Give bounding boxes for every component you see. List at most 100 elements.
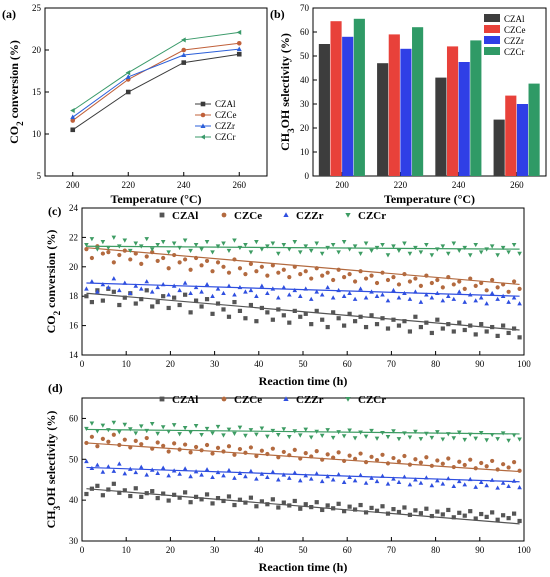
- data-point: [70, 118, 76, 123]
- data-point: [501, 462, 506, 467]
- y-tick-label: 20: [32, 45, 42, 55]
- data-point: [298, 506, 303, 511]
- data-point: [320, 273, 325, 278]
- data-point: [435, 290, 440, 296]
- data-point: [429, 483, 435, 488]
- data-point: [144, 288, 149, 293]
- data-point: [435, 458, 440, 463]
- data-point: [215, 260, 221, 265]
- data-point: [199, 289, 204, 294]
- data-point: [95, 429, 100, 434]
- data-point: [462, 286, 467, 291]
- data-point: [144, 435, 149, 441]
- series-czcr: [70, 29, 242, 114]
- x-axis-title: Reaction time (h): [259, 560, 348, 574]
- data-point: [319, 292, 325, 297]
- data-point: [292, 240, 298, 245]
- data-point: [89, 279, 95, 284]
- data-point: [331, 310, 336, 315]
- data-point: [160, 425, 166, 430]
- data-point: [199, 432, 204, 438]
- data-point: [396, 282, 402, 287]
- data-point: [204, 467, 210, 472]
- data-point: [117, 287, 122, 293]
- panel-label: (d): [48, 381, 63, 395]
- series-czcr: [84, 420, 522, 443]
- x-tick-label: 20: [166, 359, 176, 369]
- data-point: [248, 495, 254, 500]
- data-point: [495, 285, 500, 290]
- legend-swatch: [484, 14, 500, 22]
- data-point: [347, 290, 352, 296]
- data-point: [181, 37, 186, 43]
- data-point: [95, 462, 100, 467]
- data-point: [473, 484, 479, 489]
- data-point: [341, 240, 347, 245]
- data-point: [248, 287, 254, 293]
- series-czzr: [84, 458, 522, 490]
- data-point: [127, 290, 133, 296]
- data-point: [292, 287, 298, 293]
- legend-marker: [200, 101, 206, 107]
- x-tick-label: 70: [387, 545, 397, 555]
- data-point: [517, 437, 522, 442]
- data-point: [125, 74, 131, 79]
- fit-line: [86, 282, 520, 297]
- data-point: [495, 253, 500, 258]
- data-point: [243, 500, 248, 505]
- data-point: [506, 250, 511, 255]
- data-point: [133, 438, 138, 443]
- data-point: [111, 235, 117, 240]
- data-point: [210, 293, 215, 298]
- data-point: [281, 449, 286, 455]
- y-tick-label: 20: [69, 262, 79, 272]
- data-point: [473, 242, 479, 248]
- data-point: [237, 245, 243, 251]
- data-point: [468, 509, 473, 514]
- data-point: [336, 471, 341, 477]
- x-tick-label: 60: [343, 545, 353, 555]
- data-point: [429, 513, 434, 519]
- data-point: [369, 248, 374, 254]
- data-point: [232, 502, 237, 508]
- data-point: [418, 299, 424, 304]
- data-point: [182, 426, 188, 431]
- legend-item: CZCe: [221, 394, 262, 406]
- data-point: [325, 284, 330, 290]
- data-point: [462, 437, 468, 443]
- data-point: [484, 464, 489, 469]
- data-point: [517, 485, 522, 490]
- data-point: [270, 497, 275, 502]
- data-point: [259, 499, 264, 504]
- bar: [528, 83, 540, 176]
- data-point: [402, 505, 407, 510]
- data-point: [374, 458, 380, 463]
- x-tick-label: 40: [254, 359, 264, 369]
- data-point: [127, 248, 133, 254]
- data-point: [138, 464, 144, 469]
- data-point: [111, 481, 116, 486]
- data-point: [319, 478, 325, 484]
- bar: [516, 104, 529, 176]
- data-point: [100, 282, 106, 287]
- bar: [505, 95, 517, 176]
- data-point: [236, 40, 242, 46]
- data-point: [171, 241, 177, 246]
- x-tick-label: 220: [394, 180, 408, 190]
- data-point: [484, 288, 489, 293]
- y-axis-title: CH3OH selectivity (%): [44, 411, 62, 529]
- data-point: [106, 464, 111, 469]
- data-point: [188, 500, 193, 505]
- data-point: [342, 323, 347, 328]
- bar: [458, 62, 470, 176]
- x-tick-label: 80: [431, 545, 441, 555]
- x-tick-label: 260: [233, 180, 247, 190]
- data-point: [111, 432, 116, 437]
- data-point: [456, 478, 462, 484]
- series-czal: [84, 286, 522, 340]
- data-point: [506, 465, 511, 470]
- legend-swatch: [484, 47, 500, 55]
- data-point: [363, 510, 369, 515]
- data-point: [374, 478, 380, 484]
- data-point: [210, 269, 215, 274]
